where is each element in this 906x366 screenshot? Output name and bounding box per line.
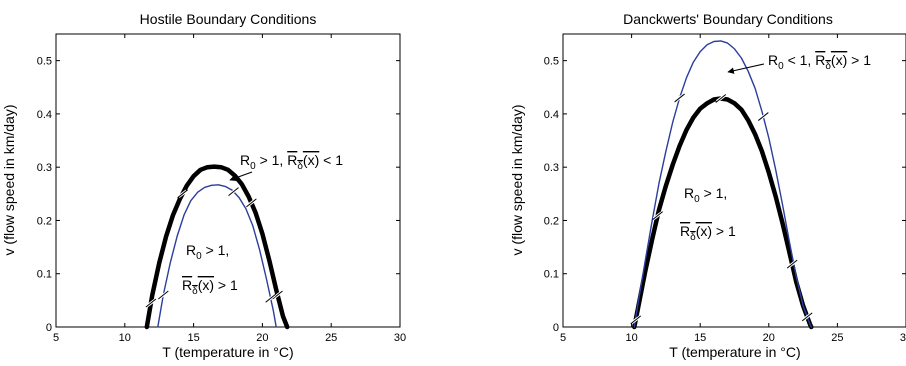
- curve-marker: [801, 312, 813, 322]
- x-tick-label: 5: [560, 332, 566, 344]
- curve-marker: [246, 198, 257, 208]
- x-tick-label: 25: [831, 332, 843, 344]
- plot-frame: [55, 33, 401, 328]
- annotation-line-1: R0 > 1,: [684, 185, 727, 205]
- x-axis-label: T (temperature in °C): [162, 344, 293, 360]
- curve-marker: [786, 259, 798, 269]
- series-line-1: [633, 40, 812, 328]
- curve-marker: [630, 315, 642, 325]
- annotation-line-2: Rδ(x) > 1: [182, 277, 238, 297]
- annotation-arrow: [229, 171, 253, 182]
- y-tick-label: 0.4: [37, 109, 52, 121]
- series-line-1: [157, 184, 277, 328]
- x-axis-label: T (temperature in °C): [669, 344, 800, 360]
- y-tick-label: 0.3: [544, 162, 559, 174]
- y-tick-label: 0.5: [544, 56, 559, 68]
- y-tick-label: 0.3: [37, 162, 52, 174]
- annotation-text: R0 > 1, Rδ(x) < 1: [240, 152, 343, 172]
- curve-marker: [674, 93, 685, 103]
- curve-marker: [652, 211, 663, 221]
- y-tick-label: 0.2: [544, 215, 559, 227]
- curve-marker: [145, 298, 157, 308]
- annotation-line-2: Rδ(x) > 1: [680, 223, 736, 243]
- curve-marker: [228, 187, 239, 196]
- curve-marker: [715, 94, 727, 103]
- chart-title: Danckwerts' Boundary Conditions: [623, 11, 833, 27]
- y-tick-label: 0.5: [37, 56, 52, 68]
- x-tick-label: 30: [394, 332, 406, 344]
- x-tick-label: 5: [53, 332, 59, 344]
- x-tick-label: 10: [119, 332, 131, 344]
- tick-group: 5 10 15 20 25 30 0 0.1 0.2 0.3 0.4 0.5: [544, 34, 906, 344]
- series-line-0: [632, 96, 814, 330]
- tick-group: 5 10 15 20 25 30 0 0.1 0.2 0.3 0.4 0.5: [37, 34, 406, 344]
- annotation-upper: R0 > 1, Rδ(x) < 1: [229, 152, 343, 182]
- curve-marker: [158, 290, 169, 300]
- series-group: [144, 164, 290, 330]
- x-tick-label: 15: [694, 332, 706, 344]
- x-tick-label: 25: [325, 332, 337, 344]
- y-axis-label: v (flow speed in km/day): [509, 105, 525, 256]
- annotation-lower: R0 > 1, Rδ(x) > 1: [182, 242, 238, 297]
- y-axis-label: v (flow speed in km/day): [1, 105, 17, 256]
- series-group: [632, 40, 814, 330]
- annotation-lower: R0 > 1, Rδ(x) > 1: [680, 185, 736, 243]
- x-tick-label: 10: [625, 332, 637, 344]
- y-tick-label: 0.1: [37, 269, 52, 281]
- plot-frame: [562, 33, 906, 328]
- series-line-0: [144, 164, 290, 330]
- x-tick-label: 30: [900, 332, 906, 344]
- chart-title: Hostile Boundary Conditions: [140, 11, 317, 27]
- y-tick-label: 0.4: [544, 109, 559, 121]
- curve-marker: [177, 189, 188, 199]
- x-tick-label: 20: [256, 332, 268, 344]
- y-tick-label: 0.2: [37, 215, 52, 227]
- chart-danckwerts: Danckwerts' Boundary Conditions 5 10 15 20 2…: [509, 11, 906, 360]
- x-tick-label: 20: [763, 332, 775, 344]
- y-tick-label: 0: [553, 322, 559, 334]
- curve-marker: [272, 290, 283, 300]
- annotation-text: R0 < 1, Rδ(x) > 1: [768, 52, 871, 72]
- curve-marker: [757, 112, 769, 121]
- marker-group: [630, 93, 813, 325]
- x-tick-label: 15: [187, 332, 199, 344]
- annotation-line-1: R0 > 1,: [186, 242, 229, 262]
- curve-marker: [265, 293, 276, 303]
- annotation-upper: R0 < 1, Rδ(x) > 1: [727, 52, 871, 74]
- marker-group: [145, 187, 283, 308]
- chart-hostile: Hostile Boundary Conditions 5 10 15 20 25 30 0…: [1, 11, 406, 360]
- y-tick-label: 0: [46, 322, 52, 334]
- y-tick-label: 0.1: [544, 269, 559, 281]
- annotation-arrow: [727, 63, 765, 74]
